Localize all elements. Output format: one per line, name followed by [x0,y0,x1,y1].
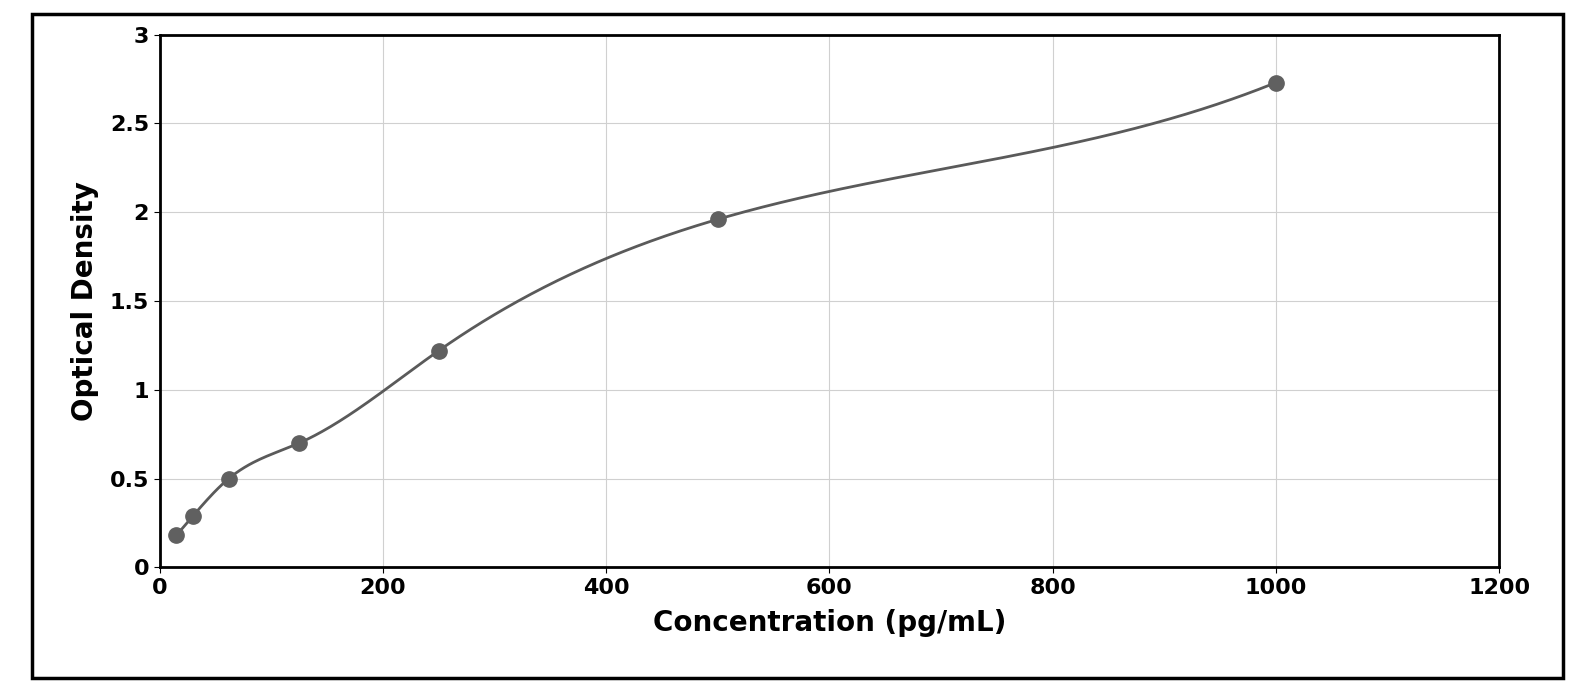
Point [164,530,190,541]
Point [215,473,241,484]
Point [180,511,206,522]
Point [1263,77,1289,88]
Y-axis label: Optical Density: Optical Density [70,181,99,421]
Point [705,214,731,225]
X-axis label: Concentration (pg/mL): Concentration (pg/mL) [652,609,1006,637]
Point [426,345,451,356]
Point [287,437,313,448]
